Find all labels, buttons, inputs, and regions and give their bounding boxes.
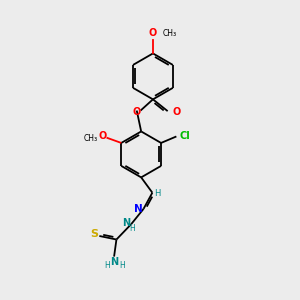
Text: Cl: Cl [179, 131, 190, 141]
Text: H: H [129, 224, 135, 233]
Text: O: O [99, 131, 107, 142]
Text: H: H [154, 189, 161, 198]
Text: O: O [133, 107, 141, 117]
Text: N: N [134, 204, 143, 214]
Text: N: N [122, 218, 130, 228]
Text: CH₃: CH₃ [162, 29, 176, 38]
Text: O: O [149, 28, 157, 38]
Text: O: O [172, 107, 180, 117]
Text: H: H [104, 261, 110, 270]
Text: H: H [119, 261, 125, 270]
Text: S: S [90, 229, 98, 239]
Text: N: N [111, 257, 119, 267]
Text: CH₃: CH₃ [83, 134, 98, 143]
